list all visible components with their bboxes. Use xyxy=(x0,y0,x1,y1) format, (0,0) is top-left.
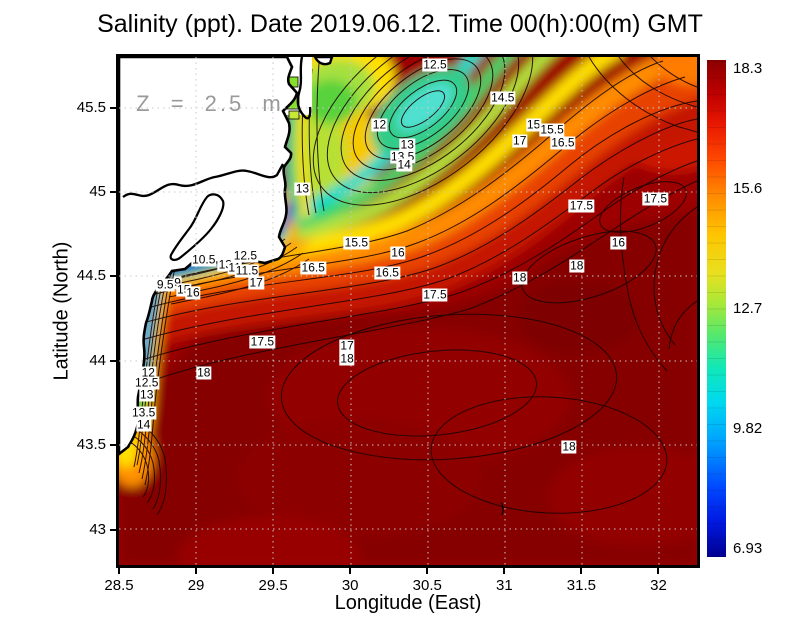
lagoon-shoreline xyxy=(122,163,285,198)
colorbar-tick-label: 6.93 xyxy=(733,540,763,557)
contour-label: 18 xyxy=(196,365,212,380)
contour-label: 11.5 xyxy=(234,263,260,278)
contour-label: 16 xyxy=(390,245,406,260)
contour-label: 15.5 xyxy=(539,122,565,137)
contour-label: 9.5 xyxy=(155,277,175,292)
contour-label: 17.5 xyxy=(642,191,669,206)
contour-label: 12.5 xyxy=(134,375,160,390)
x-tick-mark xyxy=(503,568,506,574)
contour-label: 14 xyxy=(396,157,412,172)
y-tick-mark xyxy=(110,191,119,194)
x-tick-mark xyxy=(426,568,429,574)
y-tick-mark xyxy=(110,444,119,447)
contour-label: 12.5 xyxy=(232,248,259,263)
contour-label: 18 xyxy=(339,351,355,366)
y-tick-label: 43 xyxy=(89,520,106,538)
contour-label: 12.5 xyxy=(422,57,448,72)
contour-label: 18 xyxy=(512,270,528,285)
y-tick-mark xyxy=(110,528,119,531)
contour-label: 10.5 xyxy=(191,252,217,267)
colorbar-tick-label: 18.3 xyxy=(733,60,763,77)
contour-label: 18 xyxy=(561,439,577,454)
contour-label: 15.5 xyxy=(343,235,370,250)
island-speck xyxy=(500,502,504,516)
contour-label: 16.5 xyxy=(374,265,400,280)
x-tick-mark xyxy=(272,568,275,574)
contour-label: 13.5 xyxy=(130,405,157,420)
contour-label: 12 xyxy=(140,365,156,380)
plot-area: Z = 2.5 m 12.5 14.5 15 15.5 17 16.5 12 13 13.5 14… xyxy=(116,54,700,568)
contour-label: 17.5 xyxy=(422,287,448,302)
contour-label: 13 xyxy=(294,181,311,196)
coastal-spit xyxy=(296,57,312,120)
x-tick-label: 30.5 xyxy=(412,577,442,594)
contour-label: 16.5 xyxy=(300,260,326,275)
x-tick-label: 28.5 xyxy=(104,577,134,594)
x-axis-label: Longitude (East) xyxy=(334,592,482,614)
contour-label: 17 xyxy=(339,338,355,353)
contour-label: 17.5 xyxy=(249,334,276,349)
x-tick-mark xyxy=(657,568,660,574)
colorbar-tick-label: 9.82 xyxy=(733,420,763,437)
y-tick-label: 44 xyxy=(89,351,106,369)
contour-label: 16.5 xyxy=(550,135,576,150)
contour-label: 16 xyxy=(185,285,201,300)
y-tick-mark xyxy=(110,359,119,362)
contour-label: 13 xyxy=(139,387,155,402)
y-tick-label: 45.5 xyxy=(76,98,106,116)
y-tick-label: 45 xyxy=(89,183,106,201)
x-tick-mark xyxy=(195,568,198,574)
contour-label: 17 xyxy=(248,275,264,290)
delta-lake xyxy=(169,193,225,261)
contour-label: 18 xyxy=(569,258,585,273)
contour-label: 13 xyxy=(399,137,415,152)
contour-label: 17 xyxy=(512,133,528,148)
contour-label: 9 xyxy=(173,276,182,290)
north-coast-blob xyxy=(313,57,334,66)
y-tick-mark xyxy=(110,275,119,278)
grid-lines xyxy=(119,57,697,565)
colorbar-tick-label: 12.7 xyxy=(733,300,763,317)
colorbar xyxy=(707,60,726,557)
x-tick-label: 32 xyxy=(650,577,667,594)
x-tick-mark xyxy=(118,568,120,574)
depth-annotation: Z = 2.5 m xyxy=(136,91,284,117)
contour-label: 17.5 xyxy=(568,198,595,213)
contour-label: 12 xyxy=(371,117,388,131)
x-tick-label: 29.5 xyxy=(258,577,288,594)
x-tick-mark xyxy=(580,568,583,574)
x-tick-label: 31 xyxy=(495,577,513,594)
x-tick-mark xyxy=(349,568,352,574)
y-tick-label: 44.5 xyxy=(76,267,106,285)
colorbar-tick-label: 15.6 xyxy=(733,180,763,197)
chart-title: Salinity (ppt). Date 2019.06.12. Time 00… xyxy=(97,10,703,38)
contour-label: 16 xyxy=(610,235,627,250)
x-tick-label: 30 xyxy=(341,577,359,594)
x-tick-label: 29 xyxy=(187,577,205,594)
contour-label: 14 xyxy=(135,417,152,432)
x-tick-label: 31.5 xyxy=(566,577,596,594)
y-tick-mark xyxy=(110,106,119,109)
contour-label: 14.5 xyxy=(490,90,516,104)
y-tick-label: 43.5 xyxy=(76,436,106,454)
contour-label: 15 xyxy=(525,117,542,131)
map-canvas xyxy=(119,57,697,565)
